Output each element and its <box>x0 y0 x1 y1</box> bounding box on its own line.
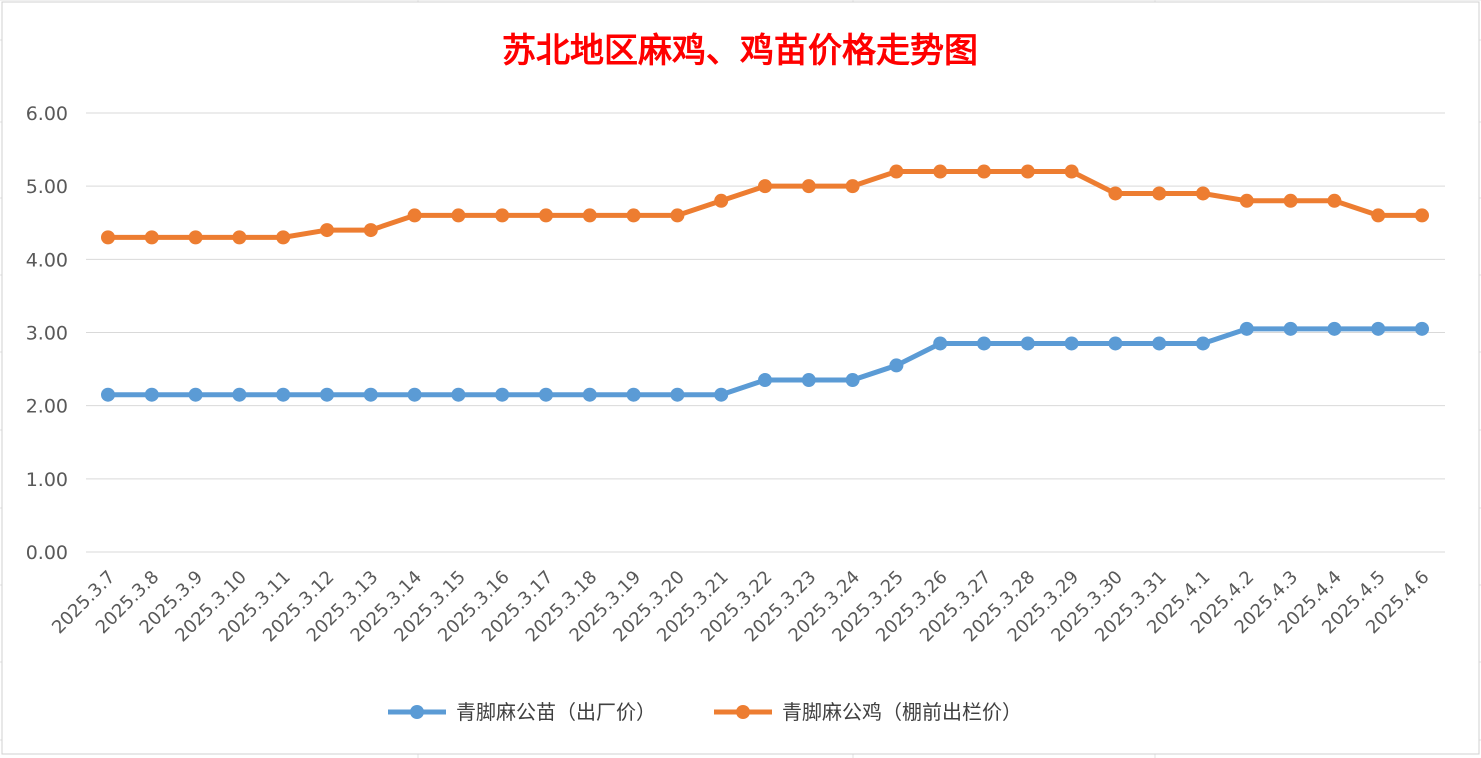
data-point <box>1064 164 1079 179</box>
data-point <box>276 230 291 245</box>
data-point <box>714 193 729 208</box>
legend-item: 青脚麻公苗（出厂价） <box>388 700 656 724</box>
data-point <box>714 387 729 402</box>
data-point <box>626 208 641 223</box>
data-point <box>626 387 641 402</box>
data-point <box>101 230 115 245</box>
data-point <box>232 230 247 245</box>
data-point <box>1020 164 1035 179</box>
data-point <box>1327 321 1342 336</box>
y-tick-label: 1.00 <box>26 469 68 491</box>
data-point <box>582 208 597 223</box>
y-axis-tick-labels: 0.00 1.00 2.00 3.00 4.00 5.00 6.00 <box>26 103 68 564</box>
data-point <box>1371 208 1386 223</box>
data-point <box>144 387 159 402</box>
series-layer <box>101 164 1429 402</box>
legend: 青脚麻公苗（出厂价） 青脚麻公鸡（棚前出栏价） <box>388 700 1022 724</box>
y-tick-label: 4.00 <box>26 249 68 271</box>
data-point <box>539 208 553 223</box>
series-1 <box>101 321 1429 402</box>
data-point <box>188 230 203 245</box>
data-point <box>758 179 772 194</box>
data-point <box>320 223 334 238</box>
legend-marker <box>736 705 750 719</box>
data-point <box>670 387 685 402</box>
data-point <box>451 208 466 223</box>
y-tick-label: 0.00 <box>26 542 68 564</box>
data-point <box>758 373 772 388</box>
data-point <box>363 223 378 238</box>
data-point <box>1020 336 1035 351</box>
legend-label: 青脚麻公鸡（棚前出栏价） <box>782 700 1022 724</box>
y-tick-label: 3.00 <box>26 323 68 345</box>
data-point <box>845 373 860 388</box>
data-point <box>232 387 247 402</box>
data-point <box>977 336 991 351</box>
data-point <box>1415 208 1429 223</box>
legend-label: 青脚麻公苗（出厂价） <box>456 700 656 724</box>
data-point <box>320 387 334 402</box>
data-point <box>670 208 685 223</box>
data-point <box>363 387 378 402</box>
data-point <box>1415 321 1429 336</box>
data-point <box>101 387 115 402</box>
data-point <box>495 387 510 402</box>
data-point <box>1371 321 1386 336</box>
data-point <box>276 387 291 402</box>
data-point <box>407 208 422 223</box>
data-point <box>1108 336 1123 351</box>
data-point <box>933 336 948 351</box>
data-point <box>1327 193 1342 208</box>
legend-item: 青脚麻公鸡（棚前出栏价） <box>714 700 1022 724</box>
data-point <box>1283 321 1298 336</box>
data-point <box>539 387 553 402</box>
y-tick-label: 2.00 <box>26 396 68 418</box>
plot-gridlines <box>86 112 1445 553</box>
data-point <box>1064 336 1079 351</box>
data-point <box>1196 336 1210 351</box>
data-point <box>845 179 860 194</box>
data-point <box>407 387 422 402</box>
data-point <box>801 179 816 194</box>
data-point <box>1152 336 1167 351</box>
y-tick-label: 6.00 <box>26 103 68 125</box>
data-point <box>1108 186 1123 201</box>
data-point <box>451 387 466 402</box>
data-point <box>582 387 597 402</box>
series-2 <box>101 164 1429 245</box>
data-point <box>1239 193 1254 208</box>
data-point <box>1239 321 1254 336</box>
chart-title: 苏北地区麻鸡、鸡苗价格走势图 <box>502 31 978 71</box>
data-point <box>1152 186 1167 201</box>
y-tick-label: 5.00 <box>26 176 68 198</box>
data-point <box>801 373 816 388</box>
legend-marker <box>410 705 424 719</box>
data-point <box>495 208 510 223</box>
data-point <box>1196 186 1210 201</box>
data-point <box>144 230 159 245</box>
data-point <box>188 387 203 402</box>
data-point <box>889 164 904 179</box>
data-point <box>889 358 904 373</box>
data-point <box>1283 193 1298 208</box>
data-point <box>933 164 948 179</box>
data-point <box>977 164 991 179</box>
